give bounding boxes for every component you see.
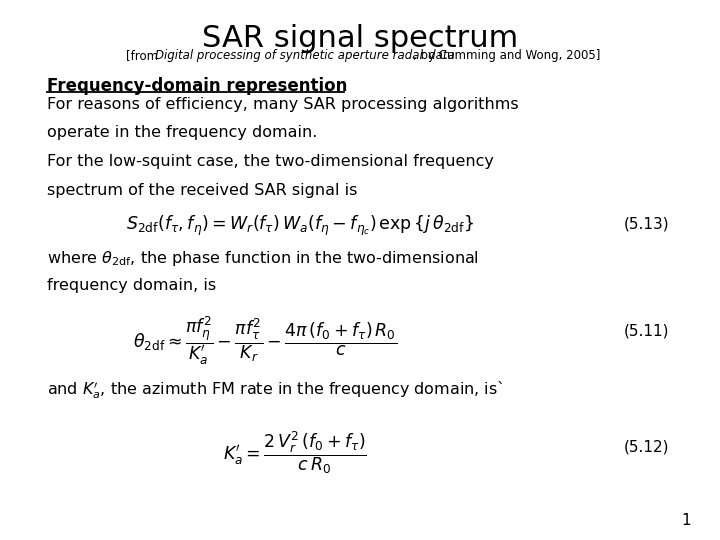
Text: frequency domain, is: frequency domain, is <box>47 278 216 293</box>
Text: (5.12): (5.12) <box>624 439 670 454</box>
Text: For the low-squint case, the two-dimensional frequency: For the low-squint case, the two-dimensi… <box>47 154 494 170</box>
Text: For reasons of efficiency, many SAR processing algorithms: For reasons of efficiency, many SAR proc… <box>47 97 518 112</box>
Text: $\theta_{\mathrm{2df}} \approx \dfrac{\pi f_{\eta}^{2}}{K_{a}^{\prime}} - \dfrac: $\theta_{\mathrm{2df}} \approx \dfrac{\p… <box>133 314 397 367</box>
Text: and $K_{a}^{\prime}$, the azimuth FM rate in the frequency domain, is`: and $K_{a}^{\prime}$, the azimuth FM rat… <box>47 379 503 401</box>
Text: operate in the frequency domain.: operate in the frequency domain. <box>47 125 318 140</box>
Text: , by Cumming and Wong, 2005]: , by Cumming and Wong, 2005] <box>413 49 600 62</box>
Text: SAR signal spectrum: SAR signal spectrum <box>202 24 518 53</box>
Text: spectrum of the received SAR signal is: spectrum of the received SAR signal is <box>47 183 357 198</box>
Text: [from: [from <box>126 49 162 62</box>
Text: (5.11): (5.11) <box>624 324 670 339</box>
Text: Frequency-domain represention: Frequency-domain represention <box>47 77 347 94</box>
Text: (5.13): (5.13) <box>624 217 670 232</box>
Text: $K_{a}^{\prime} = \dfrac{2\,V_r^{2}\,(f_0 + f_{\tau})}{c\,R_0}$: $K_{a}^{\prime} = \dfrac{2\,V_r^{2}\,(f_… <box>223 429 367 476</box>
Text: $S_{\mathrm{2df}}(f_{\tau}, f_{\eta}) = W_r(f_{\tau})\, W_a(f_{\eta} - f_{\eta_c: $S_{\mathrm{2df}}(f_{\tau}, f_{\eta}) = … <box>126 214 474 238</box>
Text: where $\theta_{\mathrm{2df}}$, the phase function in the two-dimensional: where $\theta_{\mathrm{2df}}$, the phase… <box>47 249 479 268</box>
Text: 1: 1 <box>682 513 691 528</box>
Text: Digital processing of synthetic aperture radar data: Digital processing of synthetic aperture… <box>155 49 454 62</box>
